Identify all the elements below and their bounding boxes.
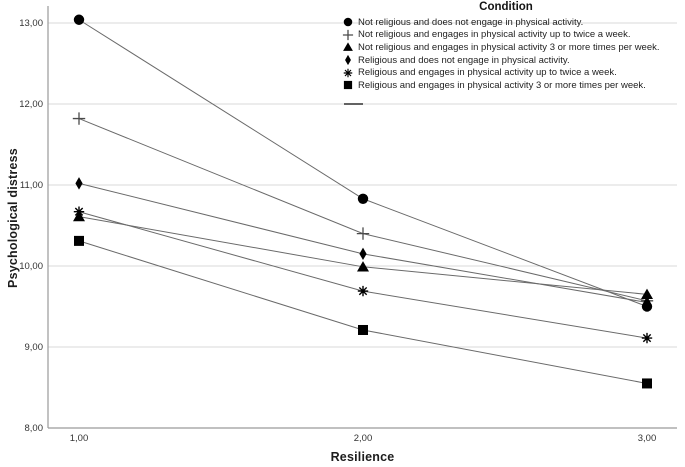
data-point-marker [73,206,85,217]
data-point-marker [358,324,368,335]
y-tick-label: 11,00 [20,180,43,191]
legend-item-label: Religious and does not engage in physica… [358,54,570,66]
legend-item-label: Religious and engages in physical activi… [358,67,617,79]
asterisk-marker-icon [343,68,353,77]
data-point-marker [356,227,370,240]
legend-item-label: Religious and engages in physical activi… [358,79,646,91]
legend-item: Religious and does not engage in physica… [337,54,685,67]
legend-item: Not religious and engages in physical ac… [337,29,685,42]
legend-item: Religious and engages in physical activi… [337,79,685,92]
y-tick-label: 10,00 [19,261,43,272]
data-point-marker [357,285,369,297]
legend-item: Not religious and engages in physical ac… [337,41,685,54]
plus-marker-icon [342,29,354,40]
data-point-marker [72,112,86,125]
line-sample-icon [344,103,363,105]
data-point-marker [73,14,85,25]
x-tick-label: 2,00 [354,433,373,444]
data-point-marker [357,193,369,204]
x-tick-label: 3,00 [638,433,657,444]
triangle-marker-icon [343,42,353,52]
data-point-marker [642,378,652,389]
circle-marker-icon [343,18,353,27]
data-point-marker [357,261,369,272]
x-tick-label: 1,00 [70,433,89,444]
legend-item-label: Not religious and engages in physical ac… [358,29,631,41]
data-point-marker [641,332,653,344]
y-axis-title: Psychological distress [6,148,20,288]
data-point-markers [72,14,654,389]
series-line [78,118,648,302]
data-point-marker [641,301,653,312]
tick-labels: 8,00 9,00 10,00 11,00 12,00 13,00 1,00 2,00 3,00 [19,18,656,444]
data-point-marker [75,177,83,190]
gridlines [48,22,677,348]
data-point-marker [74,235,84,246]
y-tick-label: 8,00 [25,423,44,434]
legend-item-label: Not religious and engages in physical ac… [358,41,660,53]
y-tick-label: 12,00 [19,99,43,110]
square-marker-icon [343,81,353,90]
legend-item: Not religious and does not engage in phy… [337,16,685,29]
data-point-marker [359,247,367,261]
y-tick-label: 13,00 [19,18,43,29]
x-axis-title: Resilience [330,450,395,464]
legend-title: Condition [479,1,533,13]
legend-item-label: Not religious and does not engage in phy… [358,16,584,28]
data-point-marker [641,288,653,300]
legend: Condition Not religious and does not eng… [337,1,685,105]
y-tick-label: 9,00 [25,342,44,353]
diamond-marker-icon [345,54,351,66]
legend-item: Religious and engages in physical activi… [337,66,685,79]
